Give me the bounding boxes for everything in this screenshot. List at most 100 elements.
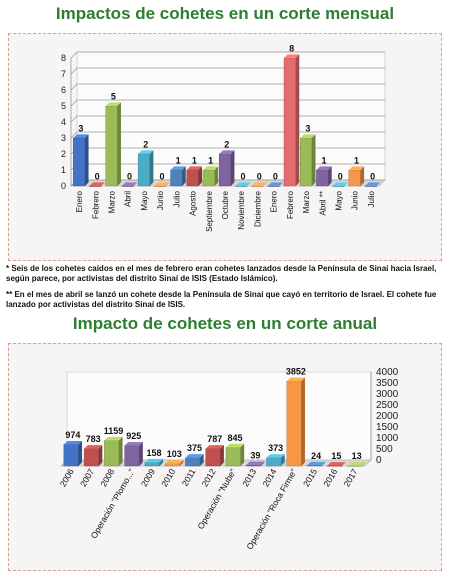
bar-front: [283, 57, 296, 187]
bar-top: [144, 458, 164, 463]
bar-top: [235, 182, 251, 186]
bar-side: [295, 54, 300, 187]
bar-side: [84, 134, 89, 186]
bar: [205, 445, 224, 467]
bar: [300, 134, 316, 187]
bar-value-label: 925: [126, 431, 141, 441]
bar-value-label: 1: [322, 155, 327, 165]
bar-value-label: 0: [370, 171, 375, 181]
bar-top: [105, 102, 121, 106]
bar-top: [267, 182, 284, 186]
bar: [347, 462, 366, 467]
bar-front: [124, 445, 140, 467]
y-tick-label: 6: [61, 85, 66, 95]
x-category-label: 2015: [301, 467, 319, 489]
bar-top: [104, 436, 123, 441]
x-category-label: 2006: [58, 467, 76, 489]
bar-side: [301, 377, 305, 466]
bar-top: [63, 440, 83, 445]
y-tick-label: 0: [61, 181, 66, 191]
bar-value-label: 0: [338, 171, 343, 181]
bar-value-label: 39: [250, 451, 260, 461]
bar-side: [328, 166, 332, 186]
bar-top: [300, 134, 316, 138]
y-tick-label: 3000: [376, 389, 399, 400]
bar-front: [316, 169, 329, 187]
bar-top: [365, 182, 381, 186]
y-tick-label: 0: [376, 455, 382, 466]
bar-top: [225, 443, 245, 448]
bar: [225, 443, 245, 467]
bar-value-label: 13: [352, 451, 362, 461]
gridline: [70, 51, 385, 59]
bar-side: [117, 102, 121, 186]
x-category-label: Mayo: [334, 190, 343, 210]
bar-side: [360, 166, 365, 186]
y-tick-label: 2000: [376, 411, 399, 422]
bar-top: [185, 454, 204, 458]
bar-side: [98, 445, 103, 466]
bar-front: [235, 185, 248, 187]
bar-top: [332, 182, 348, 186]
y-tick-label: 4000: [376, 367, 399, 378]
bar-top: [165, 460, 184, 464]
bar-top: [121, 182, 138, 186]
bar: [235, 182, 251, 187]
bar: [121, 182, 138, 187]
y-tick-label: 500: [376, 444, 393, 455]
bar-value-label: 0: [95, 171, 100, 181]
y-tick-label: 4: [61, 117, 66, 127]
bar-side: [311, 134, 316, 186]
bar-front: [286, 381, 302, 467]
bar-side: [341, 462, 346, 466]
bar-value-label: 787: [207, 434, 222, 444]
x-category-label: Julio: [367, 190, 376, 207]
x-category-label: 2017: [341, 467, 359, 489]
annual-chart-title: Impacto de cohetes en un corte anual: [72, 314, 378, 333]
bar-side: [240, 443, 245, 466]
bar-value-label: 1: [208, 155, 213, 165]
bar-top: [348, 166, 365, 170]
bar: [164, 460, 184, 467]
monthly-chart: 0 1 2 3 4 5 6 7 8 3 Enero 0 Febrero 5 Marzo 0 Abril 2 Mayo…: [61, 43, 386, 232]
bar-value-label: 8: [289, 43, 294, 53]
bar-value-label: 845: [228, 433, 243, 443]
bar-value-label: 0: [159, 171, 164, 181]
bar-front: [251, 185, 264, 187]
x-category-label: 2012: [200, 467, 218, 489]
y-tick-label: 5: [61, 101, 66, 111]
bar-front: [63, 444, 79, 467]
bar: [348, 166, 365, 187]
bar-front: [332, 185, 345, 187]
x-category-label: Marzo: [108, 190, 117, 213]
bar-side: [149, 150, 154, 186]
bar-front: [186, 169, 199, 187]
x-category-label: Marzo: [302, 190, 311, 213]
bar-value-label: 373: [268, 443, 283, 453]
bar: [218, 150, 235, 187]
bar-top: [124, 442, 143, 446]
bar-value-label: 158: [146, 448, 161, 458]
bar-side: [260, 461, 265, 466]
bar: [327, 462, 346, 467]
bar-side: [78, 440, 83, 466]
bar-front: [267, 185, 280, 187]
bar-side: [230, 150, 235, 186]
x-category-label: Agosto: [189, 190, 198, 215]
bar-top: [202, 166, 219, 170]
bar-front: [306, 465, 322, 467]
x-category-label: 2010: [159, 467, 177, 489]
bar-value-label: 103: [167, 449, 182, 459]
bar: [364, 182, 381, 187]
bar-front: [164, 463, 180, 467]
y-tick-label: 3: [61, 133, 66, 143]
bar-value-label: 375: [187, 443, 202, 453]
bar-front: [300, 137, 313, 187]
monthly-chart-title: Impactos de cohetes en un corte mensual: [55, 4, 395, 23]
x-category-label: Mayo: [140, 190, 149, 210]
bar-front: [348, 169, 361, 187]
bar-top: [286, 377, 305, 382]
x-category-label: Febrero: [91, 190, 100, 219]
x-category-label: Febrero: [286, 190, 295, 219]
bar-front: [89, 185, 102, 187]
